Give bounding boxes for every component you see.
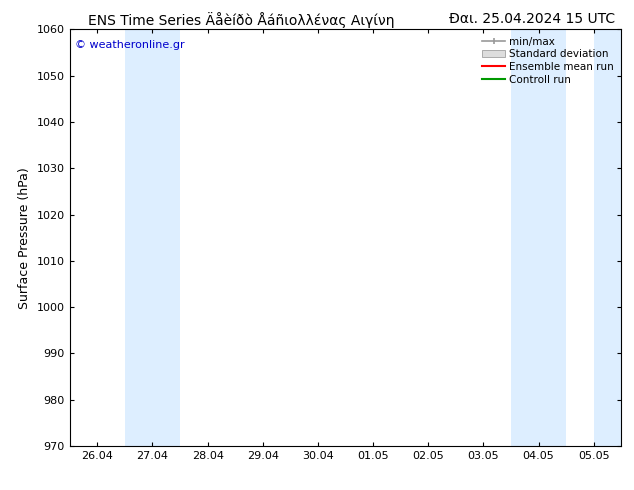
- Text: Ðαι. 25.04.2024 15 UTC: Ðαι. 25.04.2024 15 UTC: [449, 12, 615, 26]
- Legend: min/max, Standard deviation, Ensemble mean run, Controll run: min/max, Standard deviation, Ensemble me…: [480, 35, 616, 87]
- Bar: [511, 29, 566, 446]
- Text: ENS Time Series Äåèíðò Åáñιολλένας Αιγίνη: ENS Time Series Äåèíðò Åáñιολλένας Αιγίν…: [87, 12, 394, 28]
- Y-axis label: Surface Pressure (hPa): Surface Pressure (hPa): [18, 167, 31, 309]
- Bar: [593, 29, 621, 446]
- Bar: [125, 29, 180, 446]
- Text: © weatheronline.gr: © weatheronline.gr: [75, 40, 185, 50]
